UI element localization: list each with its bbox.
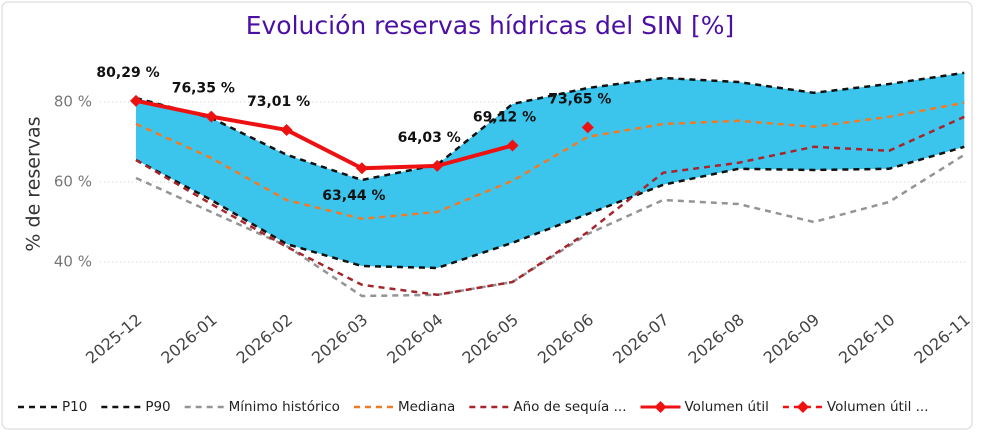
series-line [135,115,965,297]
data-label: 64,03 % [398,130,461,146]
data-label: 80,29 % [96,65,159,81]
legend-label: Mediana [398,399,455,415]
legend-label: P90 [145,399,170,415]
y-axis-label: % de reservas [23,116,45,251]
series-line [135,98,514,171]
y-tick-label: 80 % [54,93,92,111]
data-label: 69,12 % [473,110,536,126]
legend-label: Volumen útil [685,399,769,415]
data-label: 73,01 % [247,94,310,110]
point-marker [280,123,293,136]
point-marker [581,121,594,134]
point-marker [355,162,368,175]
point-marker [431,159,444,172]
legend-marker [796,401,809,413]
point-marker [130,94,142,107]
legend-label: Volumen útil ... [827,399,929,415]
data-label: 63,44 % [322,188,385,204]
point-marker [506,139,519,152]
data-label: 76,35 % [172,81,235,97]
data-label: 73,65 % [548,91,611,107]
series-line [135,71,965,182]
legend-label: Mínimo histórico [229,399,340,415]
y-tick-label: 60 % [54,173,92,191]
point-marker [205,110,218,123]
y-tick-label: 40 % [54,253,92,271]
legend-label: Año de sequía ... [513,399,626,415]
legend-label: P10 [62,399,87,415]
series-line [135,145,965,270]
chart-title: Evolución reservas hídricas del SIN [%] [246,11,735,40]
legend-marker [654,401,667,413]
series-line [135,101,965,221]
